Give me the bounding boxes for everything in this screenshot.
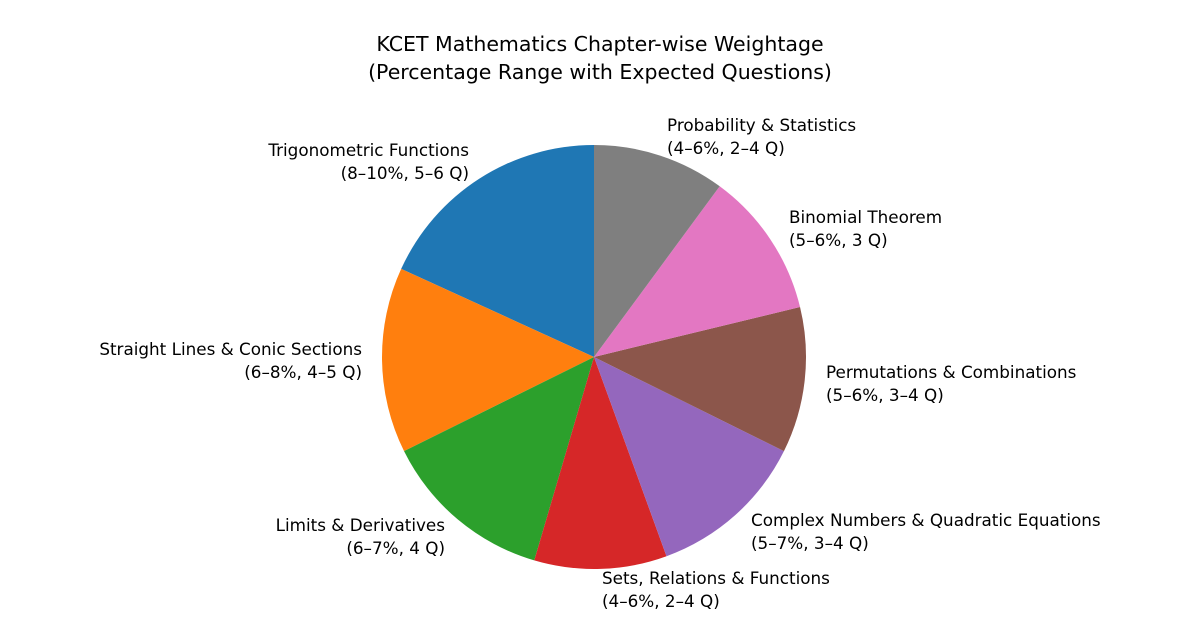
label-trigonometric-functions: Trigonometric Functions (8–10%, 5–6 Q) <box>268 139 469 185</box>
label-name: Binomial Theorem <box>789 207 943 227</box>
label-permutations-combinations: Permutations & Combinations (5–6%, 3–4 Q… <box>826 361 1076 407</box>
label-name: Straight Lines & Conic Sections <box>99 339 362 359</box>
label-detail: (4–6%, 2–4 Q) <box>667 138 785 158</box>
label-detail: (4–6%, 2–4 Q) <box>602 591 720 611</box>
pie-slice-trigonometric-functions <box>401 145 594 357</box>
label-name: Permutations & Combinations <box>826 362 1077 382</box>
pie-slice-binomial-theorem <box>594 186 801 357</box>
label-sets-relations-functions: Sets, Relations & Functions (4–6%, 2–4 Q… <box>602 567 830 613</box>
label-limits-derivatives: Limits & Derivatives (6–7%, 4 Q) <box>276 514 445 560</box>
label-name: Sets, Relations & Functions <box>602 568 830 588</box>
label-binomial-theorem: Binomial Theorem (5–6%, 3 Q) <box>789 206 942 252</box>
label-complex-numbers-quadratic: Complex Numbers & Quadratic Equations (5… <box>751 509 1101 555</box>
pie-slice-straight-lines-conic-sections <box>381 268 594 452</box>
pie-slice-complex-numbers-quadratic-equations <box>594 357 784 557</box>
label-name: Trigonometric Functions <box>268 140 469 160</box>
label-detail: (6–8%, 4–5 Q) <box>244 362 362 382</box>
chart-subtitle: (Percentage Range with Expected Question… <box>368 60 832 84</box>
label-name: Probability & Statistics <box>667 115 857 135</box>
label-straight-lines-conic-sections: Straight Lines & Conic Sections (6–8%, 4… <box>99 338 362 384</box>
label-probability-statistics: Probability & Statistics (4–6%, 2–4 Q) <box>667 114 856 160</box>
pie-slice-limits-derivatives <box>404 357 594 561</box>
label-detail: (8–10%, 5–6 Q) <box>340 163 469 183</box>
chart-title: KCET Mathematics Chapter-wise Weightage … <box>0 30 1200 86</box>
chart-title-main: KCET Mathematics Chapter-wise Weightage <box>376 32 824 56</box>
label-detail: (5–6%, 3 Q) <box>789 230 888 250</box>
label-detail: (5–7%, 3–4 Q) <box>751 533 869 553</box>
label-name: Complex Numbers & Quadratic Equations <box>751 510 1101 530</box>
pie-slice-probability-statistics <box>594 145 720 357</box>
label-detail: (6–7%, 4 Q) <box>346 538 445 558</box>
label-name: Limits & Derivatives <box>275 515 445 535</box>
pie-slice-permutations-combinations <box>594 307 806 452</box>
label-detail: (5–6%, 3–4 Q) <box>826 385 944 405</box>
pie-slice-sets-relations-functions <box>534 357 667 569</box>
